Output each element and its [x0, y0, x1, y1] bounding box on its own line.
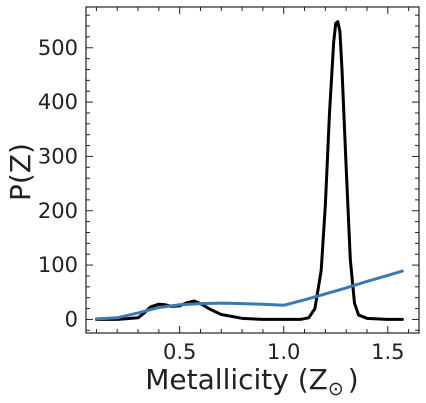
- ticks-layer: [86, 7, 419, 333]
- x-axis-title-text: Metallicity (Z: [145, 363, 328, 396]
- y-tick-label: 400: [38, 90, 78, 114]
- y-tick-label: 200: [38, 199, 78, 223]
- x-axis-title: Metallicity (Z⊙): [145, 363, 358, 400]
- y-tick-label: 0: [65, 307, 78, 331]
- x-tick-label: 0.5: [163, 340, 196, 364]
- x-tick-label: 1.0: [267, 340, 300, 364]
- y-axis-title: P(Z): [4, 143, 37, 201]
- y-tick-label: 300: [38, 144, 78, 168]
- series-layer: [94, 20, 404, 321]
- x-tick-label: 1.5: [371, 340, 404, 364]
- series-line-1: [94, 20, 404, 321]
- y-tick-label: 500: [38, 36, 78, 60]
- sun-symbol: ⊙: [328, 378, 344, 400]
- y-tick-label: 100: [38, 253, 78, 277]
- labels-layer: 0.5 1.0 1.5 0 100 200 300 400 500: [38, 36, 405, 364]
- plot-frame: [85, 6, 420, 334]
- series-line-2: [94, 269, 404, 321]
- x-axis-title-close: ): [348, 363, 359, 396]
